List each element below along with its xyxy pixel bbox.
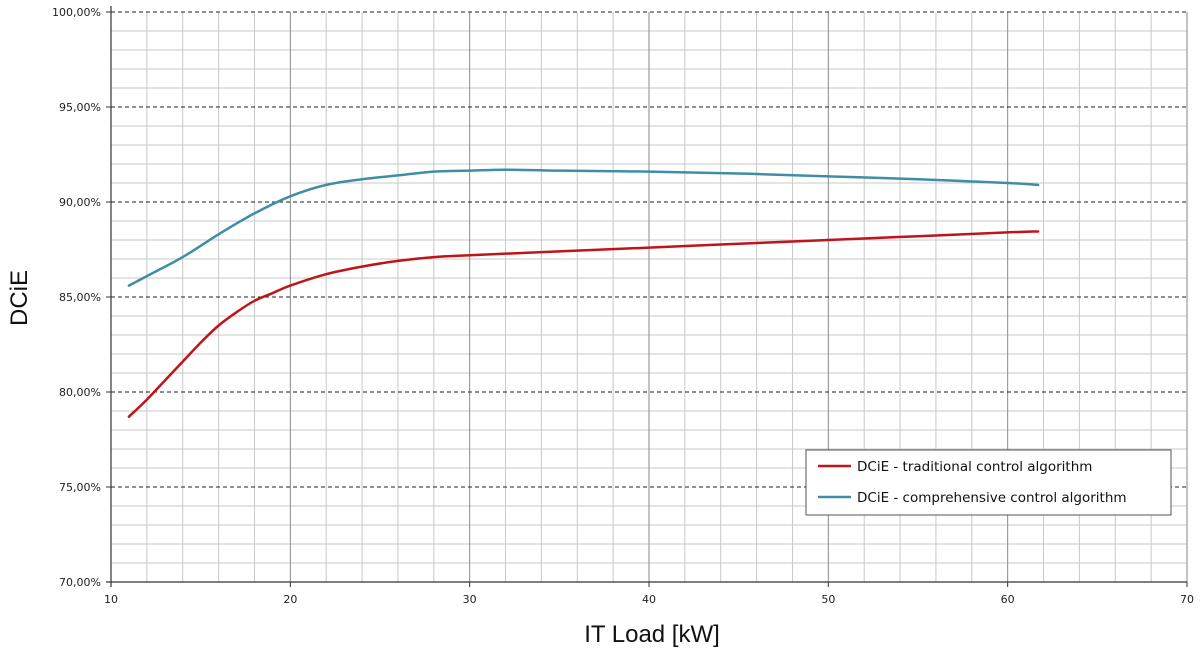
series-line-traditional [127,230,1040,418]
x-tick-label: 20 [283,593,297,606]
x-tick-label: 70 [1180,593,1194,606]
legend-box [805,449,1172,516]
y-tick-label: 90,00% [59,196,101,209]
legend-label-traditional: DCiE - traditional control algorithm [857,459,1092,475]
x-axis-title: IT Load [kW] [584,621,720,648]
legend-label-comprehensive: DCiE - comprehensive control algorithm [857,490,1127,506]
x-tick-label: 50 [821,593,835,606]
x-tick-label: 60 [1001,593,1015,606]
y-tick-label: 70,00% [59,576,101,589]
y-tick-label: 80,00% [59,386,101,399]
y-tick-label: 95,00% [59,101,101,114]
major-gridlines [106,6,1188,587]
y-axis-title: DCiE [6,270,33,326]
series-layer [127,168,1040,418]
x-tick-label: 40 [642,593,656,606]
y-tick-label: 75,00% [59,481,101,494]
x-tick-label: 30 [463,593,477,606]
x-tick-label: 10 [104,593,118,606]
y-tick-label: 100,00% [52,6,101,19]
series-line-comprehensive [127,168,1040,287]
tick-labels: 10 20 30 40 50 60 70 70,00% 75,00% 80,00% 85,00% 90… [52,6,1194,606]
legend: DCiE - traditional control algorithm DCi… [805,449,1172,516]
y-tick-label: 85,00% [59,291,101,304]
